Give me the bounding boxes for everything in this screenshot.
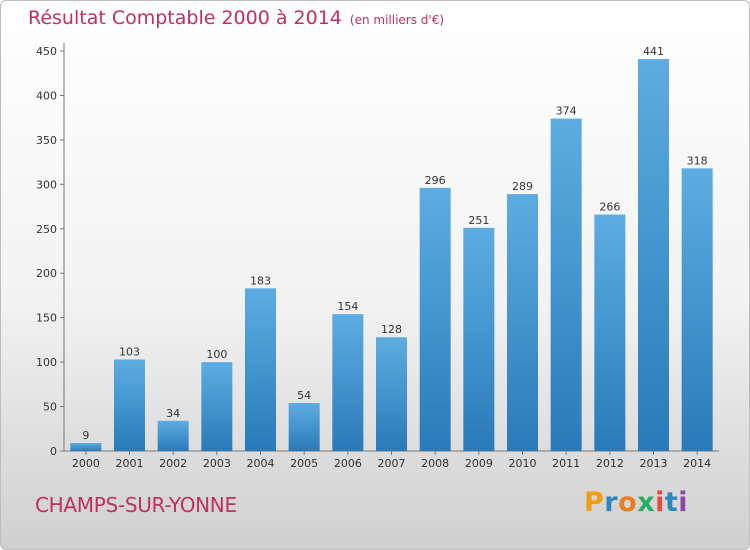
x-tick-label: 2009 <box>465 457 493 470</box>
proxiti-logo-letter: r <box>604 487 619 518</box>
chart-title-main: Résultat Comptable 2000 à 2014 <box>28 7 342 29</box>
y-tick-label: 150 <box>36 312 57 325</box>
proxiti-logo-letter: x <box>637 487 656 518</box>
bar <box>114 359 145 451</box>
data-label: 34 <box>166 407 180 420</box>
data-label: 251 <box>468 214 489 227</box>
bar <box>288 403 320 451</box>
bar <box>201 362 233 451</box>
data-label: 54 <box>297 389 311 402</box>
x-tick-label: 2011 <box>552 457 580 470</box>
y-tick-label: 450 <box>36 45 57 58</box>
y-tick-label: 400 <box>36 89 57 102</box>
x-tick-label: 2012 <box>596 457 624 470</box>
proxiti-logo-letter: o <box>618 487 638 518</box>
data-label: 441 <box>643 45 664 58</box>
x-tick-label: 2001 <box>116 457 144 470</box>
x-tick-label: 2010 <box>509 457 537 470</box>
data-label: 183 <box>250 274 271 287</box>
bar <box>376 337 407 451</box>
bar <box>70 443 102 451</box>
y-tick-label: 50 <box>43 401 57 414</box>
proxiti-logo: Proxiti <box>584 487 688 518</box>
y-tick-label: 250 <box>36 223 57 236</box>
x-tick-label: 2004 <box>247 457 275 470</box>
x-tick-label: 2013 <box>640 457 668 470</box>
bar <box>507 194 538 451</box>
bar <box>245 288 276 451</box>
commune-name: CHAMPS-SUR-YONNE <box>35 493 237 517</box>
proxiti-logo-letter: P <box>584 487 605 518</box>
bar <box>638 59 669 451</box>
x-tick-label: 2005 <box>290 457 318 470</box>
bar <box>463 227 495 451</box>
bar <box>550 118 582 452</box>
y-tick-label: 200 <box>36 267 57 280</box>
chart-title: Résultat Comptable 2000 à 2014 (en millie… <box>28 7 444 29</box>
bar <box>157 420 189 451</box>
proxiti-logo-letter: i <box>678 487 689 518</box>
bar <box>681 168 713 452</box>
y-tick-label: 100 <box>36 356 57 369</box>
y-tick-label: 300 <box>36 178 57 191</box>
y-tick-label: 350 <box>36 134 57 147</box>
data-label: 154 <box>337 300 358 313</box>
x-tick-label: 2003 <box>203 457 231 470</box>
data-label: 9 <box>82 429 89 442</box>
x-tick-label: 2014 <box>683 457 711 470</box>
data-label: 266 <box>599 201 620 214</box>
bar <box>332 314 364 451</box>
x-tick-label: 2006 <box>334 457 362 470</box>
data-label: 100 <box>206 348 227 361</box>
x-tick-label: 2007 <box>378 457 406 470</box>
y-tick-label: 0 <box>50 445 57 458</box>
bar <box>594 214 626 451</box>
data-label: 318 <box>687 154 708 167</box>
data-label: 128 <box>381 323 402 336</box>
data-label: 103 <box>119 345 140 358</box>
bar <box>419 187 451 451</box>
chart-subtitle: (en milliers d'€) <box>349 13 445 27</box>
data-label: 296 <box>425 174 446 187</box>
x-tick-label: 2000 <box>72 457 100 470</box>
data-label: 374 <box>556 105 577 118</box>
data-label: 289 <box>512 180 533 193</box>
proxiti-logo-letter: i <box>655 487 665 518</box>
x-tick-label: 2008 <box>421 457 449 470</box>
x-tick-label: 2002 <box>159 457 187 470</box>
proxiti-logo-letter: t <box>664 487 679 518</box>
